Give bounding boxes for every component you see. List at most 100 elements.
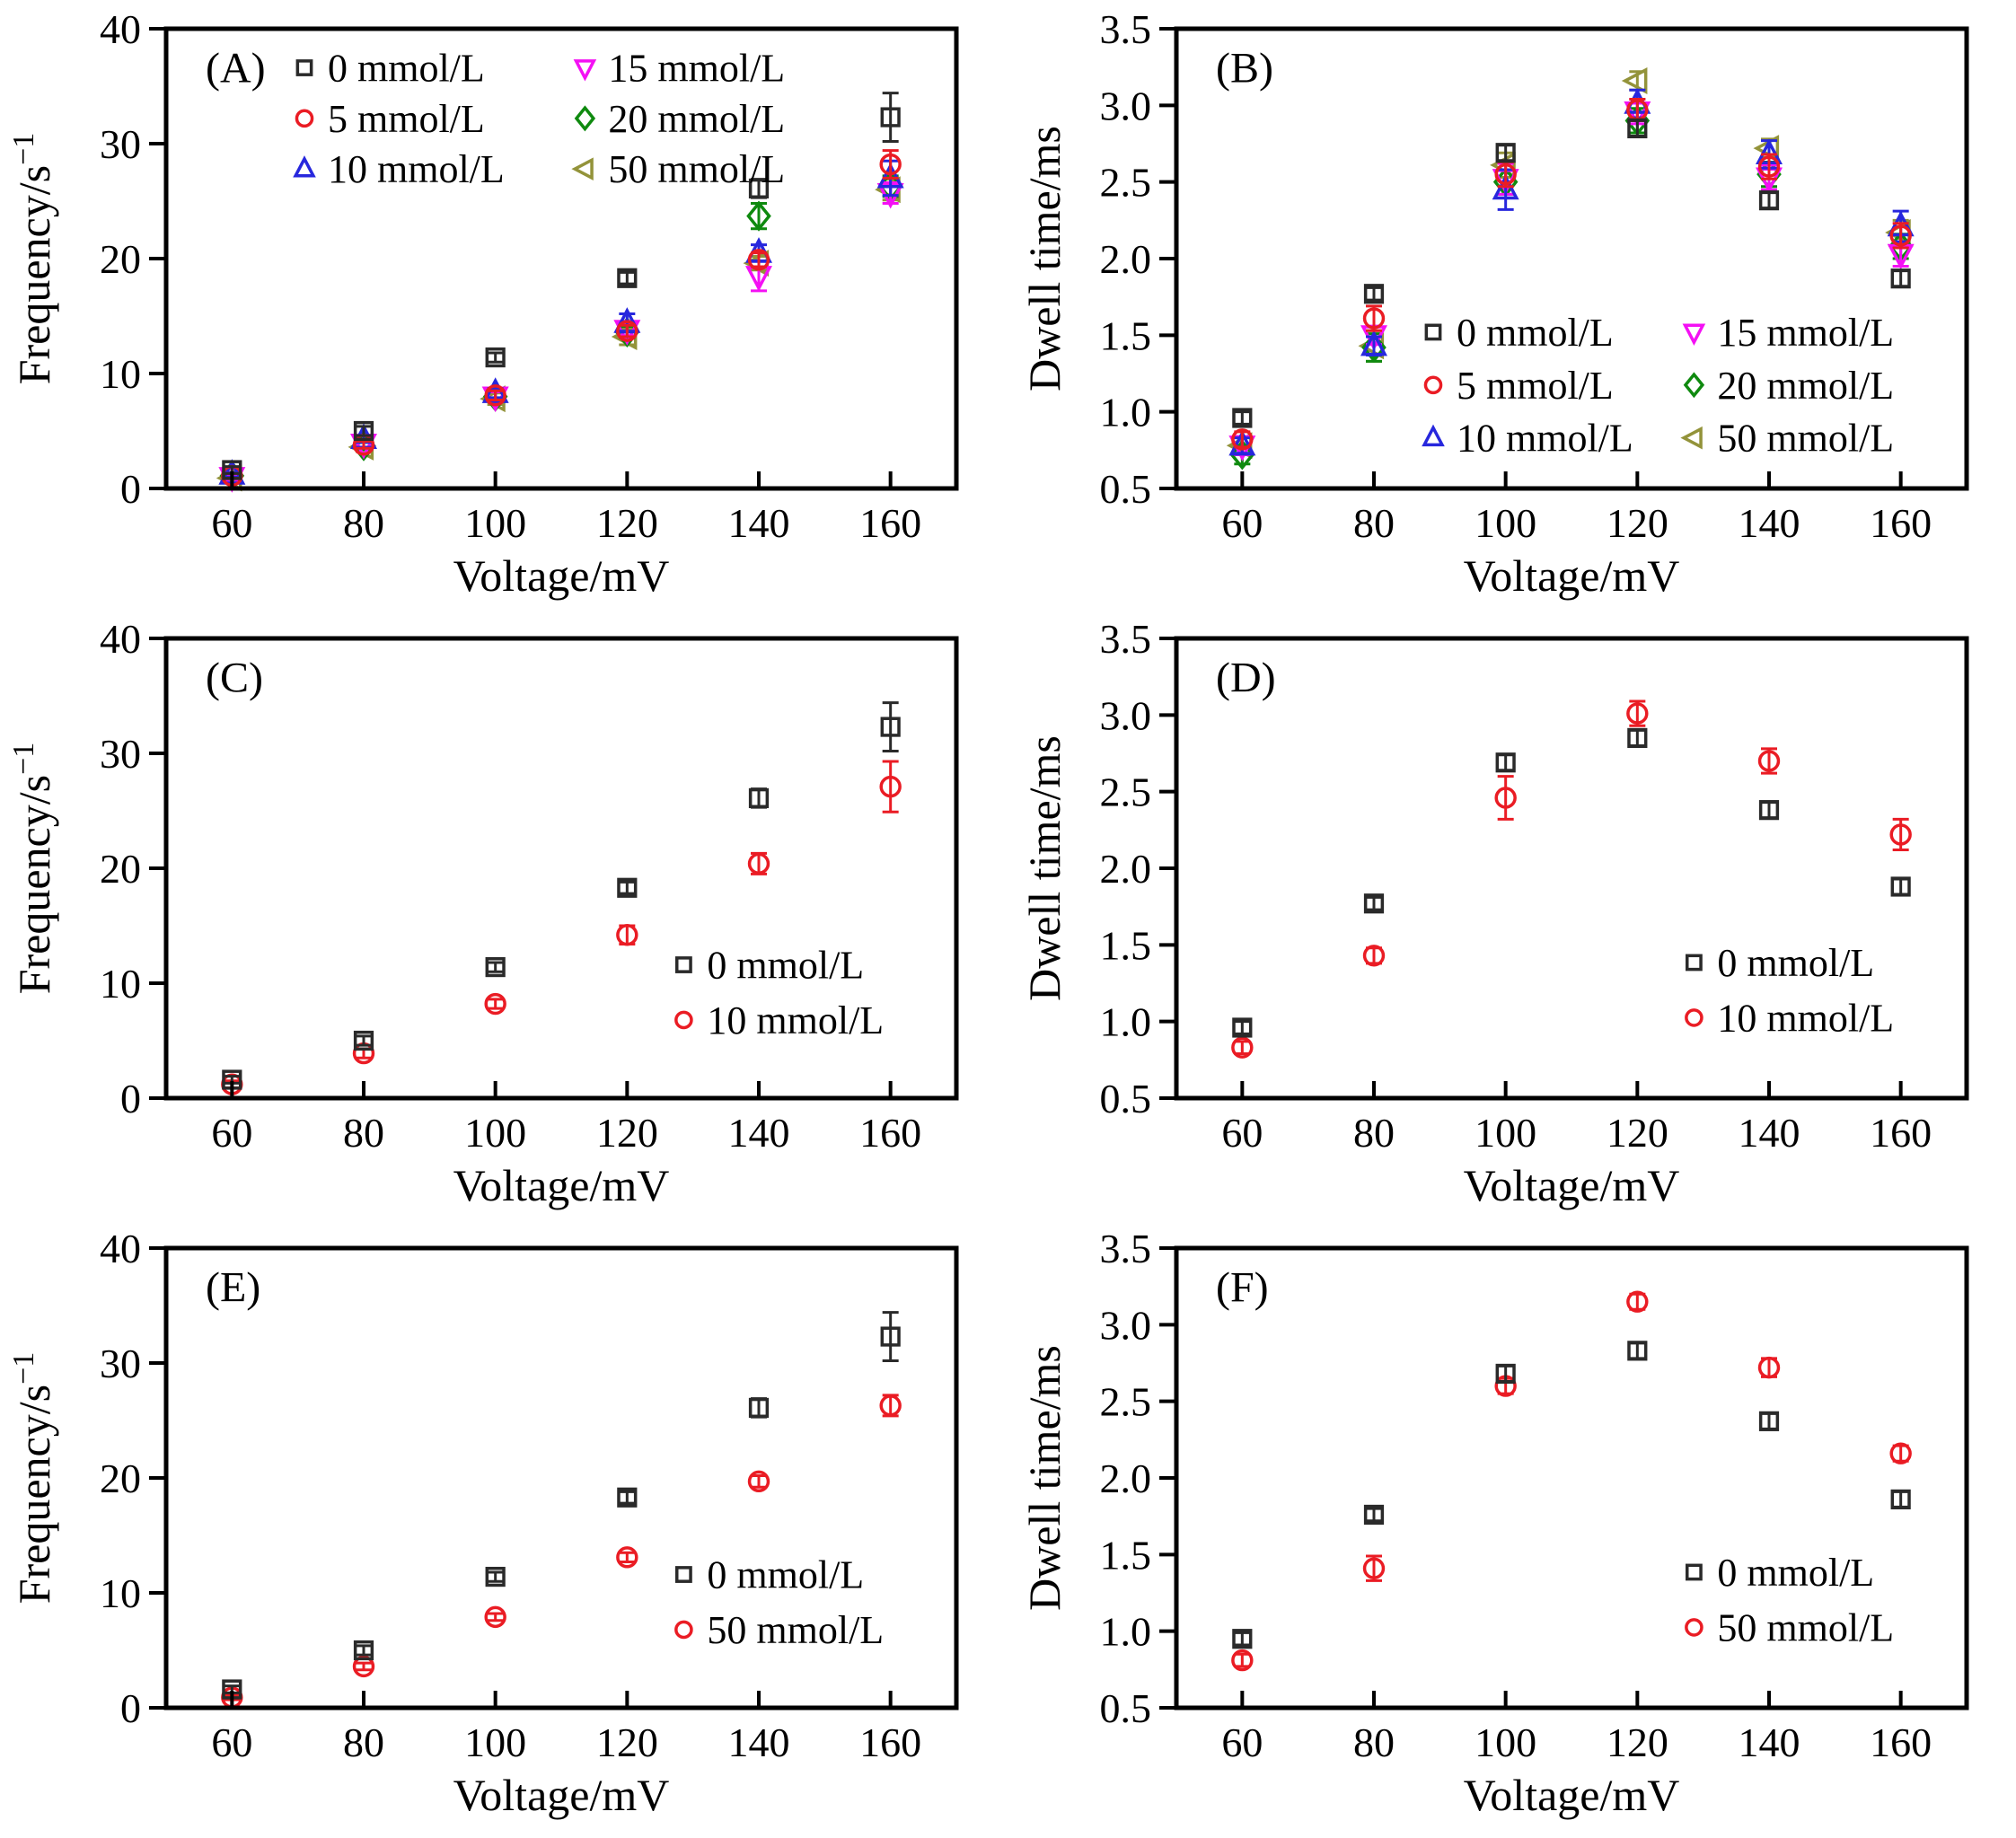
- square-marker: [1363, 284, 1385, 304]
- legend-item: 20 mmol/L: [1683, 364, 1894, 408]
- circle-marker: [1362, 1557, 1386, 1579]
- y-tick-label: 20: [100, 846, 141, 892]
- circle-marker: [484, 1605, 506, 1629]
- y-tick-label: 0.5: [1100, 466, 1152, 512]
- y-tick-label: 3.5: [1100, 616, 1152, 662]
- triangle-down-marker: [1682, 323, 1706, 346]
- panel-D-dwell-time-chart: 60 80 100 120 140 160 0.5 1.0 1.5 2.0 2.5 3.0 3.5 Vol…: [1019, 616, 1969, 1210]
- y-tick-label: 20: [100, 236, 141, 282]
- square-marker: [748, 178, 770, 199]
- x-tick-label: 60: [1221, 1719, 1263, 1765]
- square-marker: [675, 1566, 692, 1583]
- square-marker: [353, 420, 374, 442]
- circle-marker: [1362, 307, 1386, 330]
- square-marker: [1686, 954, 1703, 972]
- triangle-up-marker: [876, 162, 904, 189]
- triangle-up-marker: [1360, 330, 1387, 356]
- legend-label: 5 mmol/L: [328, 97, 485, 141]
- x-tick-label: 60: [1221, 1110, 1263, 1156]
- y-tick-label: 1.5: [1100, 312, 1152, 358]
- x-axis-label: Voltage/mV: [453, 1160, 670, 1210]
- square-marker: [295, 59, 313, 76]
- y-tick-label: 30: [100, 121, 141, 167]
- x-tick-label: 140: [728, 1719, 790, 1765]
- triangle-left-marker: [1680, 426, 1703, 450]
- legend-label: 0 mmol/L: [1717, 941, 1874, 985]
- square-marker: [1363, 893, 1385, 914]
- x-tick-label: 60: [211, 1110, 252, 1156]
- circle-marker: [747, 1470, 770, 1493]
- y-tick-label: 40: [100, 6, 141, 52]
- x-tick-label: 100: [464, 1719, 526, 1765]
- legend-item: 50 mmol/L: [1685, 1605, 1894, 1649]
- y-tick-label: 3.0: [1100, 1302, 1152, 1348]
- legend-label: 5 mmol/L: [1457, 364, 1614, 408]
- x-tick-label: 140: [728, 500, 790, 546]
- panel-label: (D): [1216, 655, 1276, 702]
- circle-marker: [616, 1546, 638, 1569]
- x-tick-label: 80: [343, 1719, 384, 1765]
- circle-marker: [1757, 1356, 1781, 1379]
- square-marker: [1758, 800, 1780, 821]
- diamond-marker: [574, 105, 596, 132]
- circle-marker: [1757, 155, 1781, 178]
- panel-F-dwell-time-chart: 60 80 100 120 140 160 0.5 1.0 1.5 2.0 2.5 3.0 3.5 Vol…: [1019, 1226, 1969, 1820]
- legend-item: 10 mmol/L: [1685, 996, 1894, 1040]
- square-marker: [1890, 876, 1911, 897]
- legend-item: 5 mmol/L: [295, 97, 485, 141]
- y-tick-label: 2.5: [1100, 1379, 1152, 1425]
- y-tick-label: 10: [100, 351, 141, 397]
- panel-A-frequency-chart: 60 80 100 120 140 160 0 10 20 30 40 Voltage/mV Frequ…: [7, 6, 959, 601]
- square-marker: [1890, 268, 1911, 289]
- square-marker: [1890, 1489, 1911, 1509]
- legend-item: 20 mmol/L: [574, 97, 785, 141]
- series-0-mmol-L: [1232, 727, 1911, 1038]
- circle-marker: [1685, 1618, 1703, 1637]
- square-marker: [485, 1566, 506, 1587]
- series-0-mmol-L: [1232, 1341, 1911, 1649]
- y-tick-label: 1.0: [1100, 1609, 1152, 1655]
- legend: 0 mmol/L 5 mmol/L 10 mmol/L 15 mmol/L 20 mmo…: [1422, 311, 1894, 461]
- legend-item: 50 mmol/L: [571, 147, 785, 191]
- legend: 0 mmol/L 10 mmol/L: [1685, 941, 1894, 1040]
- y-tick-label: 20: [100, 1455, 141, 1501]
- square-marker: [1495, 143, 1516, 163]
- y-tick-label: 2.5: [1100, 769, 1152, 815]
- circle-marker: [879, 775, 902, 798]
- x-axis-label: Voltage/mV: [1464, 1160, 1680, 1210]
- circle-marker: [1889, 823, 1912, 846]
- series-5-mmol-L: [221, 149, 902, 488]
- square-marker: [748, 1397, 770, 1419]
- y-tick-label: 10: [100, 1570, 141, 1616]
- legend-item: 0 mmol/L: [1424, 311, 1614, 355]
- series-20-mmol-L: [219, 171, 903, 492]
- circle-marker: [295, 109, 314, 128]
- circle-marker: [674, 1620, 693, 1640]
- x-tick-label: 60: [211, 500, 252, 546]
- legend-item: 10 mmol/L: [1422, 417, 1633, 461]
- legend-item: 10 mmol/L: [674, 998, 884, 1042]
- x-tick-label: 140: [1739, 1110, 1800, 1156]
- circle-marker: [1757, 750, 1781, 772]
- triangle-up-marker: [293, 155, 316, 178]
- square-marker: [1627, 727, 1648, 749]
- panel-C-frequency-chart: 60 80 100 120 140 160 0 10 20 30 40 Voltage/mV Frequ…: [7, 616, 959, 1210]
- x-tick-label: 120: [1607, 1110, 1668, 1156]
- y-tick-label: 0.5: [1100, 1076, 1152, 1121]
- triangle-left-marker: [571, 157, 594, 180]
- x-tick-label: 160: [1870, 1110, 1932, 1156]
- square-marker: [1424, 323, 1442, 341]
- series-10-mmol-L: [221, 760, 902, 1095]
- legend-label: 0 mmol/L: [328, 47, 485, 91]
- y-axis-label: Frequency/s−1: [7, 1352, 59, 1605]
- legend-item: 0 mmol/L: [675, 1553, 864, 1597]
- diamond-marker: [1683, 372, 1705, 399]
- square-marker: [880, 107, 901, 128]
- square-marker: [485, 956, 506, 978]
- x-tick-label: 120: [1607, 500, 1668, 546]
- y-axis-label: Dwell time/ms: [1019, 126, 1070, 391]
- triangle-up-marker: [1422, 424, 1445, 447]
- x-tick-label: 120: [1607, 1719, 1668, 1765]
- x-tick-label: 140: [728, 1110, 790, 1156]
- square-marker: [1232, 1629, 1253, 1649]
